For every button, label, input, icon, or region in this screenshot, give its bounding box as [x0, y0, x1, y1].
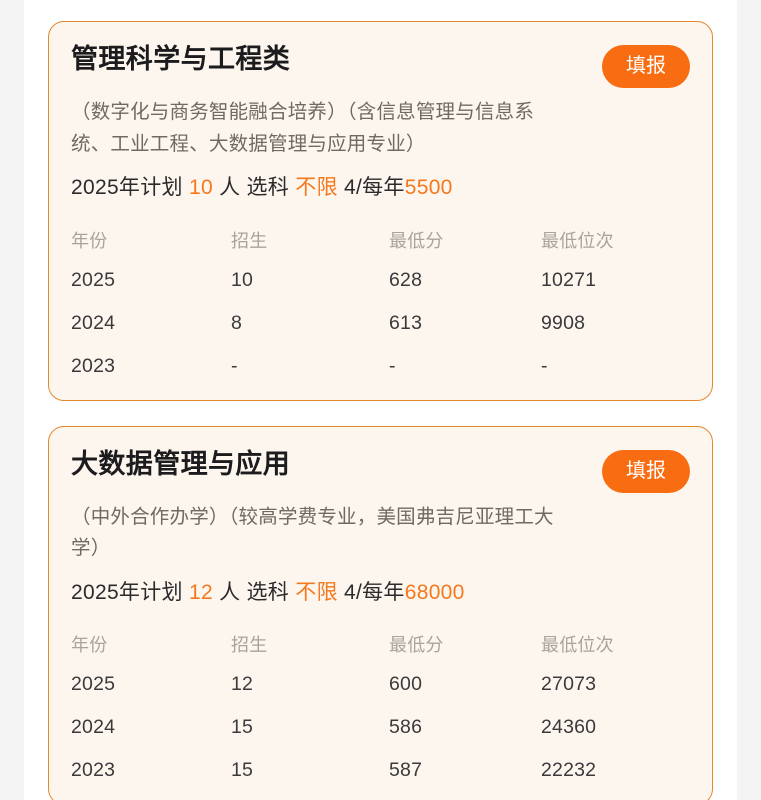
tuition-value: 5500 — [404, 176, 453, 200]
cell-rank: 24360 — [541, 716, 597, 739]
column-header-rank: 最低位次 — [541, 230, 614, 251]
column-header-enroll: 招生 — [231, 635, 268, 656]
page-gutter-left — [0, 0, 24, 800]
page-gutter-right — [737, 0, 761, 800]
table-header-row: 年份 招生 最低分 最低位次 — [71, 227, 690, 269]
column-header-rank: 最低位次 — [541, 635, 614, 656]
cell-rank: - — [541, 354, 548, 377]
plan-prefix-label: 2025年计划 — [71, 176, 183, 200]
cell-year: 2025 — [71, 268, 116, 291]
cell-year: 2023 — [71, 354, 116, 377]
cell-enroll: 15 — [231, 716, 254, 739]
plan-unit-label: 人 选科 — [219, 580, 290, 604]
plan-unit-label: 人 选科 — [219, 176, 290, 200]
major-info-line: 2025年计划 12 人 选科 不限 4/每年68000 — [71, 578, 690, 607]
cell-rank: 10271 — [541, 268, 597, 291]
apply-button[interactable]: 填报 — [602, 45, 690, 88]
card-header: 大数据管理与应用 填报 — [71, 447, 690, 493]
table-row: 2024 15 586 24360 — [71, 716, 690, 759]
major-subtitle: （中外合作办学）（较高学费专业，美国弗吉尼亚理工大学） — [71, 505, 554, 560]
column-header-year: 年份 — [71, 635, 108, 656]
admission-stats-table: 年份 招生 最低分 最低位次 2025 12 600 27073 2024 15… — [71, 631, 690, 786]
plan-count-value: 10 — [188, 176, 213, 200]
cell-enroll: 8 — [231, 311, 243, 334]
major-title: 管理科学与工程类 — [71, 44, 291, 74]
cell-year: 2023 — [71, 759, 116, 782]
cell-year: 2025 — [71, 673, 116, 696]
cell-rank: 9908 — [541, 311, 586, 334]
subject-requirement-value: 不限 — [295, 176, 338, 200]
major-card[interactable]: 管理科学与工程类 填报 （数字化与商务智能融合培养）（含信息管理与信息系统、工业… — [48, 21, 713, 401]
plan-count-value: 12 — [188, 580, 213, 604]
major-card[interactable]: 大数据管理与应用 填报 （中外合作办学）（较高学费专业，美国弗吉尼亚理工大学） … — [48, 425, 713, 800]
major-subtitle: （数字化与商务智能融合培养）（含信息管理与信息系统、工业工程、大数据管理与应用专… — [71, 101, 535, 155]
cell-enroll: 15 — [231, 759, 254, 782]
cell-enroll: 10 — [231, 268, 254, 291]
table-header-row: 年份 招生 最低分 最低位次 — [71, 631, 690, 673]
cell-rank: 27073 — [541, 673, 597, 696]
cell-year: 2024 — [71, 716, 116, 739]
column-header-score: 最低分 — [389, 635, 444, 656]
column-header-score: 最低分 — [389, 230, 444, 251]
table-row: 2024 8 613 9908 — [71, 312, 690, 355]
major-info-line: 2025年计划 10 人 选科 不限 4/每年5500 — [71, 173, 690, 202]
subject-requirement-value: 不限 — [295, 580, 338, 604]
admission-stats-table: 年份 招生 最低分 最低位次 2025 10 628 10271 2024 8 … — [71, 227, 690, 382]
table-row: 2023 15 587 22232 — [71, 759, 690, 786]
column-header-year: 年份 — [71, 230, 108, 251]
cell-enroll: - — [231, 354, 238, 377]
cell-year: 2024 — [71, 311, 116, 334]
cell-score: 586 — [389, 716, 423, 739]
cell-score: 600 — [389, 673, 423, 696]
cell-score: 628 — [389, 268, 423, 291]
table-row: 2023 - - - — [71, 355, 690, 382]
cell-rank: 22232 — [541, 759, 597, 782]
tuition-batch-label: 4/每年 — [344, 176, 405, 200]
plan-prefix-label: 2025年计划 — [71, 580, 183, 604]
major-list-page: 管理科学与工程类 填报 （数字化与商务智能融合培养）（含信息管理与信息系统、工业… — [24, 0, 737, 800]
apply-button[interactable]: 填报 — [602, 449, 690, 493]
table-row: 2025 10 628 10271 — [71, 269, 690, 312]
major-title: 大数据管理与应用 — [71, 448, 291, 479]
cell-score: 613 — [389, 311, 423, 334]
cell-score: - — [389, 354, 396, 377]
tuition-batch-label: 4/每年 — [344, 580, 405, 604]
table-row: 2025 12 600 27073 — [71, 673, 690, 716]
card-header: 管理科学与工程类 填报 — [71, 42, 690, 88]
column-header-enroll: 招生 — [231, 230, 268, 251]
tuition-value: 68000 — [404, 580, 465, 604]
cell-score: 587 — [389, 759, 423, 782]
cell-enroll: 12 — [231, 673, 254, 696]
